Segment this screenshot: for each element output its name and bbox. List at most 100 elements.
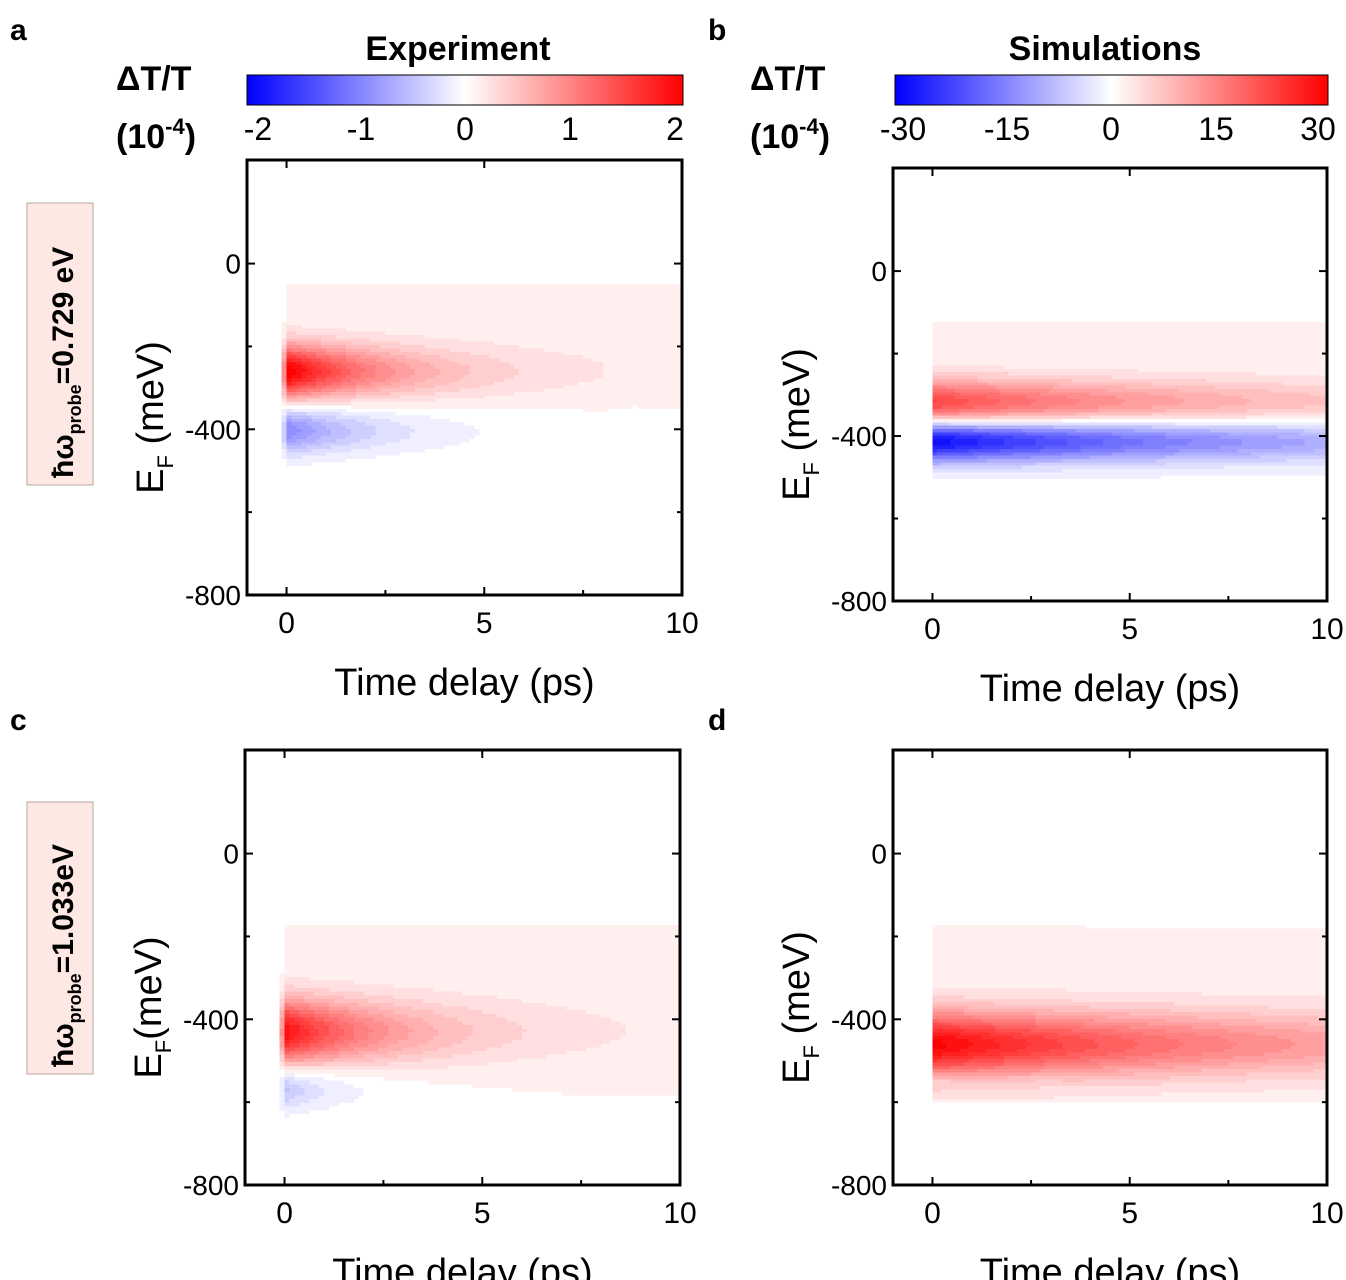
heatmap-cell	[360, 160, 367, 164]
heatmap-cell	[395, 230, 401, 235]
heatmap-cell	[256, 220, 263, 225]
heatmap-cell	[360, 438, 367, 443]
heatmap-cell	[316, 394, 322, 399]
heatmap-cell	[311, 257, 317, 262]
heatmap-cell	[311, 166, 317, 171]
heatmap-cell	[345, 391, 352, 396]
heatmap-cell	[360, 341, 367, 346]
heatmap-cell	[311, 475, 317, 480]
heatmap-cell	[400, 263, 406, 268]
heatmap-cell	[311, 377, 317, 382]
heatmap-cell	[340, 505, 347, 510]
heatmap-cell	[459, 445, 466, 450]
heatmap-cell	[247, 401, 253, 406]
heatmap-cell	[459, 237, 466, 242]
heatmap-cell	[276, 284, 283, 289]
heatmap-cell	[355, 284, 362, 289]
heatmap-cell	[316, 247, 322, 252]
heatmap-cell	[385, 230, 391, 235]
heatmap-cell	[444, 354, 451, 359]
heatmap-cell	[400, 451, 406, 456]
heatmap-cell	[370, 364, 377, 369]
heatmap-cell	[420, 381, 426, 386]
heatmap-cell	[316, 166, 322, 171]
heatmap-cell	[286, 170, 293, 175]
heatmap-cell	[439, 290, 446, 295]
heatmap-cell	[390, 381, 396, 386]
heatmap-cell	[291, 247, 298, 252]
heatmap-cell	[316, 307, 322, 312]
heatmap-cell	[375, 381, 382, 386]
heatmap-cell	[276, 414, 283, 419]
heatmap-cell	[291, 455, 298, 460]
heatmap-cell	[291, 200, 298, 205]
heatmap-cell	[424, 337, 431, 342]
heatmap-cell	[340, 411, 347, 416]
heatmap-cell	[390, 263, 396, 268]
heatmap-cell	[316, 267, 322, 272]
heatmap-cell	[306, 213, 312, 218]
heatmap-cell	[331, 384, 337, 389]
heatmap-cell	[311, 364, 317, 369]
heatmap-cell	[306, 448, 312, 453]
heatmap-cell	[410, 310, 416, 315]
heatmap-cell	[251, 381, 258, 386]
heatmap-cell	[296, 290, 302, 295]
heatmap-cell	[251, 230, 258, 235]
heatmap-cell	[331, 448, 337, 453]
heatmap-cell	[326, 438, 332, 443]
heatmap-cell	[410, 418, 416, 423]
heatmap-cell	[326, 381, 332, 386]
heatmap-cell	[261, 458, 268, 463]
heatmap-cell	[459, 344, 466, 349]
heatmap-cell	[256, 451, 263, 456]
heatmap-cell	[345, 267, 352, 272]
heatmap-cell	[360, 260, 367, 265]
heatmap-cell	[281, 334, 288, 339]
heatmap-cell	[271, 240, 278, 245]
heatmap-cell	[405, 284, 411, 289]
heatmap-cell	[266, 498, 273, 503]
heatmap-cell	[296, 304, 302, 309]
heatmap-cell	[449, 257, 456, 262]
heatmap-cell	[286, 357, 293, 362]
heatmap-cell	[355, 418, 362, 423]
heatmap-cell	[271, 347, 278, 352]
heatmap-cell	[321, 347, 327, 352]
heatmap-cell	[266, 445, 273, 450]
heatmap-cell	[247, 448, 253, 453]
heatmap-cell	[266, 331, 273, 335]
heatmap-cell	[355, 233, 362, 238]
heatmap-cell	[350, 237, 357, 242]
heatmap-cell	[251, 327, 258, 332]
heatmap-cell	[286, 196, 293, 201]
heatmap-cell	[326, 237, 332, 242]
heatmap-cell	[335, 223, 342, 228]
heatmap-cell	[271, 176, 278, 181]
heatmap-cell	[311, 230, 317, 235]
heatmap-cell	[335, 250, 342, 255]
heatmap-cell	[444, 210, 451, 215]
heatmap-cell	[306, 445, 312, 450]
heatmap-cell	[251, 280, 258, 285]
heatmap-cell	[434, 418, 441, 423]
heatmap-cell	[380, 488, 387, 493]
heatmap-cell	[276, 344, 283, 349]
heatmap-cell	[434, 176, 441, 181]
heatmap-cell	[429, 220, 436, 225]
heatmap-cell	[291, 257, 298, 262]
heatmap-cell	[276, 435, 283, 439]
heatmap-cell	[281, 324, 288, 329]
colorbar-unit-line2-experiment: (10-4)	[116, 114, 196, 156]
heatmap-cell	[296, 481, 302, 486]
heatmap-cell	[345, 468, 352, 473]
heatmap-cell	[301, 280, 307, 285]
heatmap-cell	[306, 428, 312, 433]
heatmap-cell	[355, 438, 362, 443]
heatmap-cell	[385, 344, 391, 349]
heatmap-cell	[345, 364, 352, 369]
heatmap-cell	[261, 173, 268, 178]
heatmap-cell	[311, 327, 317, 332]
heatmap-cell	[266, 468, 273, 473]
heatmap-cell	[464, 488, 471, 493]
